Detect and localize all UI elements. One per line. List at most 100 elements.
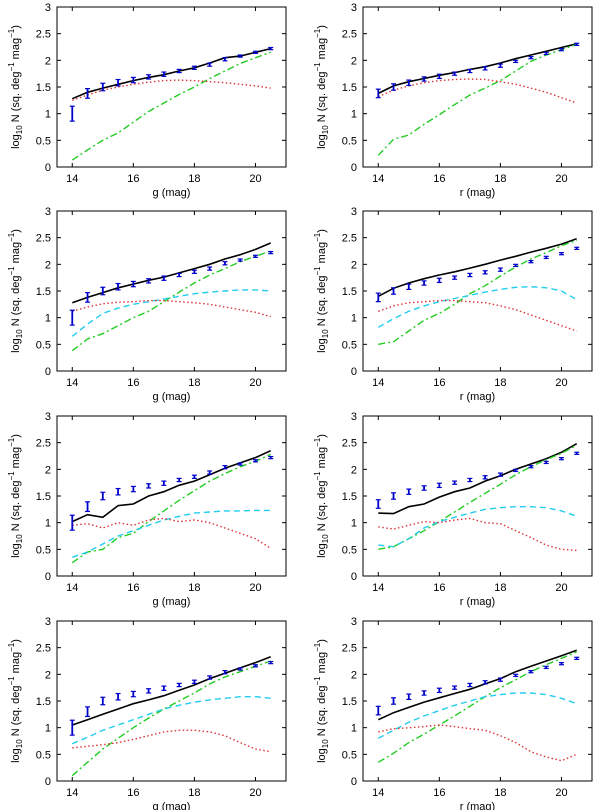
series-component-red [378,517,577,552]
y-tick-label: 0.5 [36,749,51,761]
y-tick-label: 0.5 [342,135,357,147]
y-label-end: ) [316,229,328,233]
y-label-end: ) [10,25,22,29]
y-tick-label: 1 [45,313,51,325]
y-label-end: ) [316,25,328,29]
errorbar-point [100,286,106,296]
errorbar-point [115,487,121,496]
y-tick-label: 0.5 [342,339,357,351]
y-tick-label: 2 [351,55,357,67]
errorbar-point [207,266,213,271]
errorbar-point [558,661,564,666]
y-tick-label: 2 [45,55,51,67]
x-tick-label: 20 [555,787,567,799]
series-total [377,237,577,298]
plot-area [375,42,580,156]
series-total [378,443,578,515]
x-axis-label: r (mag) [460,801,495,810]
errorbar-point [497,63,503,68]
y-tick-label: 0 [351,162,357,174]
series-total [377,649,577,721]
y-tick-label: 1 [351,518,357,530]
plot-frame [56,210,287,372]
y-tick-label: 1.5 [36,82,51,94]
y-label-sup: −1 [7,62,16,72]
errorbar-point [115,78,121,87]
series-total [71,47,271,100]
y-tick-label: 0 [45,366,51,378]
y-label-sup2: −1 [7,642,16,652]
errorbar-point [558,252,564,256]
series-total [72,242,272,304]
y-label-end: ) [316,639,328,643]
errorbar-point [130,76,136,84]
errorbar-point [452,480,458,485]
y-label-tail: mag [316,38,328,62]
errorbar-point [207,470,213,475]
y-label-tail: mag [316,242,328,266]
errorbar-point [543,51,549,56]
errorbar-point [513,673,519,678]
plot-area [69,655,274,777]
plot-frame [362,6,593,168]
errorbar-point [436,277,442,284]
y-tick-label: 1 [45,109,51,121]
errorbar-point [391,287,397,295]
series-component-cyan [72,509,271,558]
errorbar-point [574,246,580,250]
panel-r-row4: 0 0.5 1 1.5 2 2.5 3 14 16 18 20 r (mag) log10 N (sq.… [313,616,593,810]
errorbar-point [528,465,534,469]
plot-frame [56,620,287,782]
y-axis-label: log10 N (sq. deg−1 mag−1) [7,229,24,353]
errorbar-point [406,693,412,701]
errorbar-point [161,71,167,77]
panel-g-row2: 0 0.5 1 1.5 2 2.5 3 14 16 18 20 g (mag) log10 N (sq.… [7,206,287,403]
x-tick-label: 14 [372,377,384,389]
y-label-tail: mag [10,242,22,266]
y-tick-label: 1 [351,109,357,121]
y-label-mid: N (sq. deg [10,275,22,329]
y-tick-label: 3 [351,2,357,14]
errorbar-point [69,105,75,122]
x-axis-label: r (mag) [460,596,495,608]
y-tick-label: 2 [351,259,357,271]
errorbar-point [207,62,213,67]
errorbar-point [222,669,228,675]
y-label-sub: 10 [15,739,24,748]
x-tick-label: 20 [249,787,261,799]
y-label-sub: 10 [15,125,24,134]
errorbar-point [237,258,243,262]
y-label-tail: mag [10,652,22,676]
y-tick-label: 1.5 [36,696,51,708]
y-label-sup2: −1 [313,232,322,242]
x-tick-label: 16 [433,787,445,799]
y-label-end: ) [10,434,22,438]
y-label-sup: −1 [313,62,322,72]
series-component-green [71,660,271,777]
y-tick-label: 1 [45,518,51,530]
y-tick-label: 0 [351,366,357,378]
errorbar-point [406,79,412,87]
panel-r-row2: 0 0.5 1 1.5 2 2.5 3 14 16 18 20 r (mag) log10 N (sq.… [313,206,593,403]
plot-area [375,649,580,763]
plot-area [375,443,580,552]
errorbar-point [452,71,458,76]
x-axis-label: g (mag) [153,596,191,608]
y-label-sub: 10 [321,329,330,338]
errorbar-point [161,275,167,281]
errorbar-point [268,250,274,255]
y-tick-label: 2.5 [342,438,357,450]
y-label-end: ) [10,229,22,233]
y-label-sup: −1 [313,676,322,686]
x-tick-label: 20 [249,377,261,389]
panel-g-row4: 0 0.5 1 1.5 2 2.5 3 14 16 18 20 g (mag) log10 N (sq.… [7,616,287,810]
x-tick-label: 16 [127,582,139,594]
y-tick-label: 0 [351,571,357,583]
y-tick-label: 0 [351,776,357,788]
errorbar-point [452,685,458,690]
y-tick-label: 2.5 [36,438,51,450]
plot-frame [362,210,593,372]
errorbar-point [85,292,91,303]
x-tick-label: 18 [494,173,506,185]
errorbar-point [176,682,182,688]
